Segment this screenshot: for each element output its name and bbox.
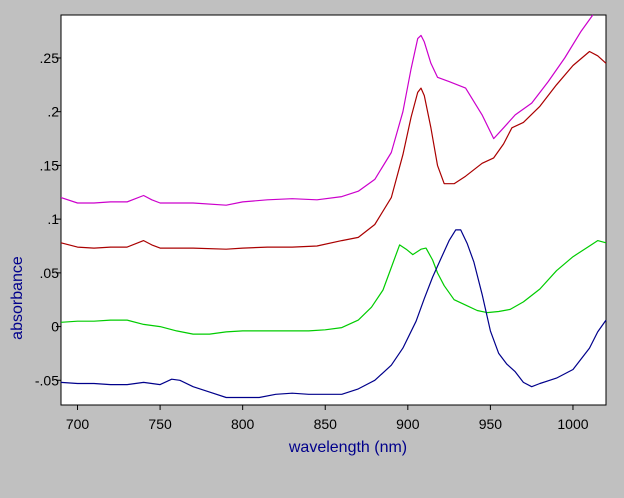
- y-tick-label: .1: [47, 211, 59, 227]
- y-tick-label: .2: [47, 104, 59, 120]
- y-axis-label: absorbance: [9, 256, 26, 340]
- x-tick-label: 800: [231, 416, 255, 432]
- x-axis-ticks: 700 750 800 850 900 950 1000: [66, 405, 589, 432]
- series-line-2: [60, 50, 607, 250]
- series-layer: [60, 14, 607, 399]
- x-tick-label: 700: [66, 416, 90, 432]
- series-line-4: [60, 229, 607, 399]
- x-tick-label: 750: [148, 416, 172, 432]
- x-tick-label: 1000: [557, 416, 588, 432]
- series-line-1: [60, 14, 594, 206]
- x-axis-label: wavelength (nm): [288, 439, 407, 456]
- y-axis-ticks: -.05 0 .05 .1 .15 .2 .25: [35, 50, 61, 388]
- y-tick-label: -.05: [35, 372, 59, 388]
- y-tick-label: .25: [40, 50, 60, 66]
- plot-area: [60, 14, 607, 406]
- x-tick-label: 900: [396, 416, 420, 432]
- y-tick-label: 0: [51, 319, 59, 335]
- series-line-3: [60, 240, 607, 335]
- x-tick-label: 950: [479, 416, 503, 432]
- y-tick-label: .05: [40, 265, 60, 281]
- y-tick-label: .15: [40, 157, 60, 173]
- x-tick-label: 850: [314, 416, 338, 432]
